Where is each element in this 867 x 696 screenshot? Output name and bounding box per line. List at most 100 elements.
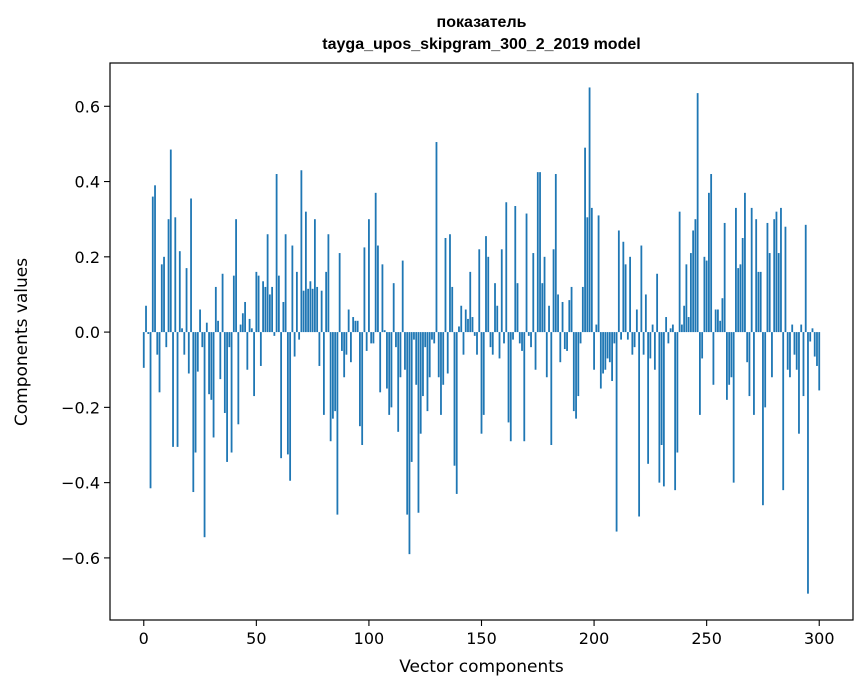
bar: [807, 332, 809, 594]
bar: [476, 332, 478, 355]
bar: [615, 332, 618, 532]
bar: [766, 222, 769, 333]
bar: [521, 332, 523, 351]
bar: [642, 332, 645, 355]
bar: [660, 332, 663, 445]
bar: [347, 309, 350, 333]
bar: [230, 332, 233, 453]
bar: [780, 207, 782, 333]
chart-title-line-2: tayga_upos_skipgram_300_2_2019 model: [322, 36, 641, 53]
bar: [678, 211, 681, 333]
x-tick-label: 300: [804, 629, 835, 648]
bar: [325, 271, 328, 333]
bar: [410, 332, 413, 462]
bar: [590, 207, 593, 333]
bar: [575, 332, 577, 419]
bar: [500, 249, 503, 333]
bar: [458, 326, 460, 333]
bar: [773, 219, 776, 333]
bar: [741, 238, 744, 333]
y-tick-label: −0.6: [61, 549, 100, 568]
bar: [545, 332, 548, 378]
bar: [572, 332, 575, 412]
bar: [332, 332, 334, 419]
bar: [712, 332, 715, 385]
bar: [187, 332, 190, 374]
bar: [631, 332, 634, 355]
bar: [392, 283, 395, 333]
bar: [561, 301, 564, 333]
bar: [174, 217, 177, 333]
y-axis-ticks: −0.6 −0.4 −0.2 0.0 0.2 0.4 0.6: [61, 97, 110, 568]
bar: [737, 268, 740, 333]
bar: [440, 332, 442, 415]
bar: [194, 332, 197, 453]
bar: [818, 332, 821, 391]
bar: [651, 324, 654, 333]
bar: [464, 309, 467, 333]
bar: [514, 206, 517, 333]
bar: [559, 332, 562, 363]
bar: [160, 264, 163, 333]
bar: [374, 192, 377, 333]
bar: [257, 275, 260, 333]
bar: [185, 268, 188, 333]
bar: [638, 332, 641, 517]
bar: [212, 332, 215, 438]
bar: [334, 332, 337, 412]
bar: [264, 286, 267, 333]
bar: [782, 332, 785, 491]
bar: [676, 332, 679, 453]
bar: [683, 305, 686, 333]
bar: [404, 332, 406, 370]
bar: [613, 332, 616, 344]
bar: [169, 149, 172, 333]
bar: [239, 324, 242, 333]
bar: [629, 256, 631, 333]
x-axis-ticks: 0 50 100 150 200 250 300: [139, 620, 835, 648]
bar: [372, 332, 375, 344]
bar: [606, 332, 609, 359]
bar: [178, 251, 181, 333]
bar: [388, 332, 391, 415]
bar: [208, 332, 210, 395]
x-axis-label: Vector components: [399, 657, 564, 677]
bar: [584, 147, 586, 333]
bar: [336, 332, 339, 515]
bars-group: [142, 87, 821, 594]
bar: [534, 332, 537, 370]
bar: [658, 332, 661, 483]
bar: [525, 213, 528, 333]
bar: [714, 309, 717, 333]
bar: [692, 230, 695, 333]
bar: [471, 317, 474, 333]
bar: [284, 234, 287, 333]
bar: [419, 332, 422, 434]
bar: [748, 332, 751, 397]
bar: [352, 317, 355, 333]
y-tick-label: −0.4: [61, 474, 100, 493]
bar: [705, 260, 708, 333]
bar: [489, 332, 492, 348]
bar: [800, 324, 803, 333]
bar: [530, 332, 532, 348]
bar: [217, 320, 219, 333]
bar: [142, 332, 145, 368]
bar: [717, 309, 719, 333]
bar: [579, 332, 582, 344]
bar: [518, 332, 521, 344]
bar: [467, 318, 469, 333]
bar: [482, 332, 485, 415]
bar: [656, 273, 659, 333]
x-tick-label: 200: [579, 629, 610, 648]
bar: [205, 322, 208, 333]
bar: [570, 286, 573, 333]
bar: [437, 332, 440, 378]
bar: [365, 332, 368, 351]
bar: [145, 305, 147, 333]
bar: [649, 332, 652, 359]
y-tick-label: 0.6: [75, 97, 100, 116]
bar: [435, 142, 438, 333]
y-tick-label: 0.2: [75, 248, 100, 267]
bar: [295, 271, 298, 333]
